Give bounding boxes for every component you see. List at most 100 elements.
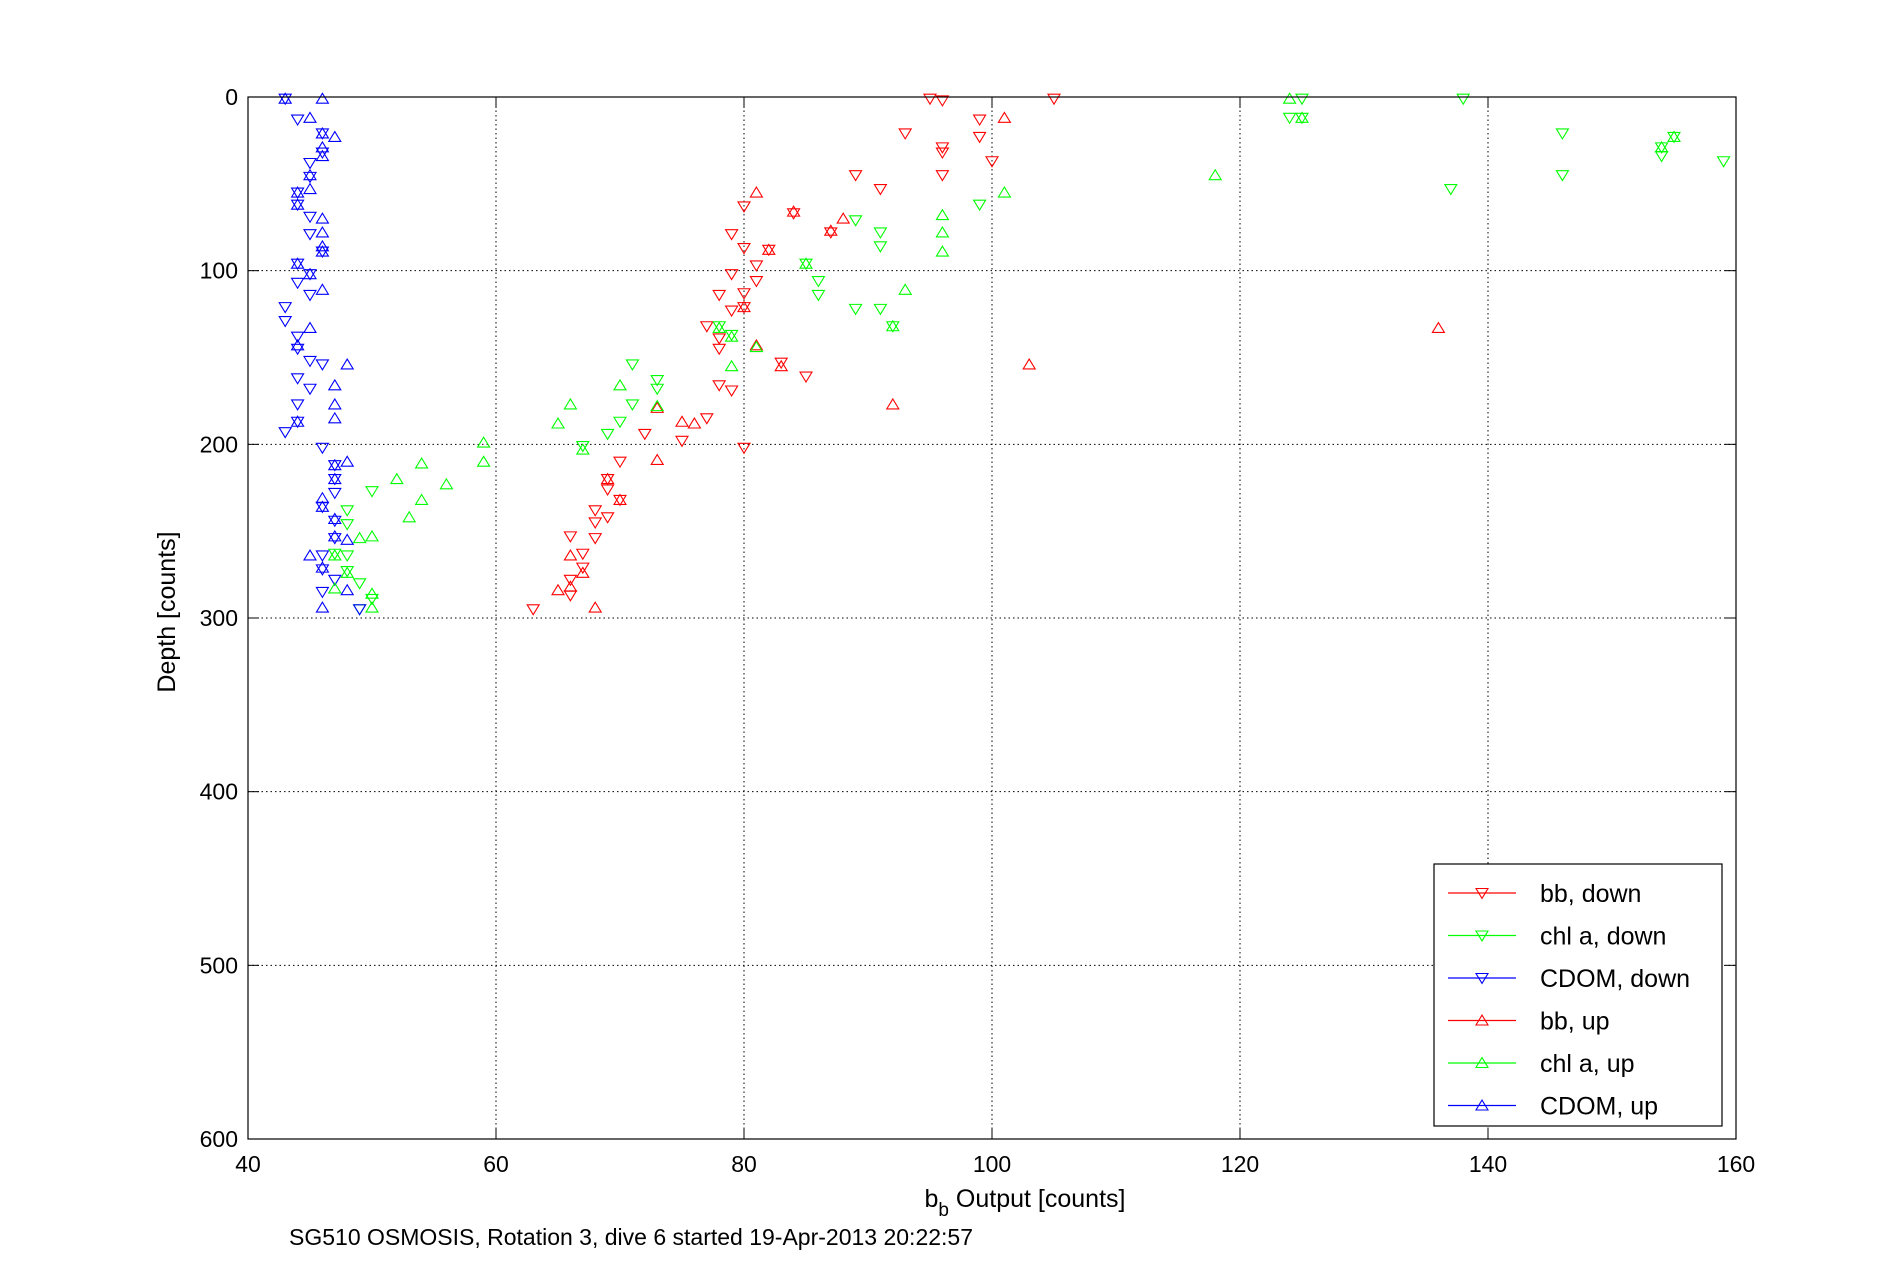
data-point <box>303 321 317 334</box>
data-point <box>315 140 330 153</box>
data-point <box>563 574 578 587</box>
data-point <box>699 321 714 333</box>
data-point <box>786 205 801 217</box>
data-point <box>823 227 838 239</box>
data-point <box>303 211 317 224</box>
axes: 40 60 80 100 120 140 160 0 100 200 300 400 500 600 <box>200 84 1756 1177</box>
data-point <box>327 529 342 542</box>
x-axis-title-subscript: b <box>938 1200 949 1221</box>
data-point <box>749 260 764 272</box>
data-point <box>303 267 317 280</box>
data-point <box>588 517 603 529</box>
data-point <box>278 302 293 314</box>
data-point <box>303 157 317 170</box>
data-point <box>613 493 627 505</box>
data-point <box>327 130 342 142</box>
data-point <box>290 331 305 344</box>
data-point <box>365 601 379 613</box>
data-point <box>848 303 863 316</box>
data-point <box>1022 357 1037 370</box>
data-point <box>799 371 813 384</box>
data-point <box>303 168 317 181</box>
legend-label: CDOM, down <box>1540 965 1690 993</box>
data-point <box>712 321 727 334</box>
data-point <box>972 114 987 127</box>
data-point <box>340 566 355 578</box>
data-point <box>315 149 330 162</box>
data-point <box>1555 170 1570 182</box>
legend-marker <box>1475 972 1489 985</box>
data-point <box>315 550 330 562</box>
data-point <box>315 212 330 224</box>
data-point <box>1431 321 1446 334</box>
legend-marker <box>1475 930 1489 942</box>
data-point <box>600 512 615 524</box>
data-point <box>848 215 863 227</box>
data-point <box>290 277 305 290</box>
y-tick-label: 400 <box>200 779 238 805</box>
data-point <box>724 269 739 281</box>
data-point <box>588 505 603 517</box>
data-point <box>563 580 578 592</box>
data-point <box>724 359 739 372</box>
x-tick-label: 40 <box>235 1151 261 1177</box>
data-point <box>290 415 305 427</box>
data-point <box>613 456 627 469</box>
data-point <box>1555 128 1570 140</box>
data-point <box>340 583 355 596</box>
data-point <box>278 427 293 439</box>
data-point <box>303 549 317 561</box>
data-point <box>365 593 379 606</box>
data-point <box>303 383 317 396</box>
data-point <box>551 417 565 429</box>
data-point <box>885 319 900 332</box>
data-point <box>303 111 317 123</box>
data-point <box>290 399 305 411</box>
data-point <box>873 183 888 196</box>
data-point <box>340 357 355 370</box>
data-point <box>315 442 330 455</box>
series-4 <box>327 92 1681 613</box>
data-point <box>575 548 590 561</box>
data-point <box>315 147 330 160</box>
legend-label: chl a, up <box>1540 1050 1635 1078</box>
data-point <box>848 170 863 182</box>
data-point <box>315 225 330 238</box>
y-tick-label: 600 <box>200 1126 238 1152</box>
y-axis-title: Depth [counts] <box>153 531 181 692</box>
y-tick-label: 300 <box>200 605 238 631</box>
data-point <box>811 276 826 288</box>
x-tick-label: 120 <box>1221 1151 1259 1177</box>
data-point <box>737 288 751 300</box>
data-point <box>985 156 999 168</box>
data-point <box>290 373 305 385</box>
data-point <box>873 303 888 316</box>
legend-label: CDOM, up <box>1540 1093 1658 1121</box>
y-tick-label: 200 <box>200 431 238 457</box>
data-point <box>799 257 813 269</box>
data-point <box>352 604 367 616</box>
data-point <box>749 340 764 353</box>
data-point <box>1654 140 1669 153</box>
data-point <box>650 383 665 396</box>
data-point <box>315 564 330 576</box>
data-point <box>575 443 590 455</box>
series-3 <box>551 111 1446 613</box>
data-point <box>724 229 739 241</box>
x-tick-label: 80 <box>731 1151 757 1177</box>
legend-marker <box>1475 887 1489 900</box>
data-point <box>675 435 689 448</box>
data-point <box>1716 156 1731 168</box>
data-point <box>290 338 305 351</box>
data-point <box>327 458 342 471</box>
data-point <box>811 289 826 302</box>
data-point <box>389 472 404 485</box>
data-point <box>315 491 330 504</box>
data-point <box>650 375 665 387</box>
data-point <box>327 411 342 424</box>
data-point <box>650 399 665 412</box>
data-point <box>315 586 330 599</box>
data-point <box>712 380 727 392</box>
data-point <box>290 186 305 198</box>
